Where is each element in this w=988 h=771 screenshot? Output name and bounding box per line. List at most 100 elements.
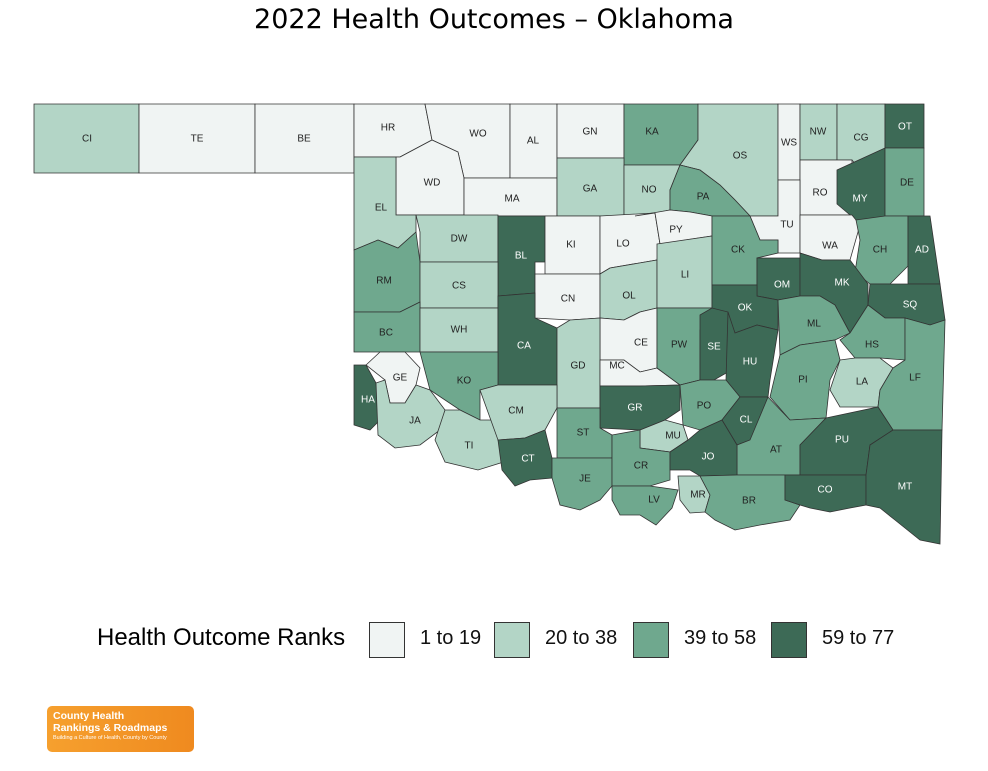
county-label-se: SE — [707, 342, 721, 353]
county-label-wh: WH — [451, 325, 468, 336]
county-label-om: OM — [774, 280, 790, 291]
county-label-ro: RO — [813, 188, 828, 199]
county-label-nw: NW — [810, 127, 827, 138]
county-label-te: TE — [191, 134, 204, 145]
county-label-lf: LF — [909, 373, 921, 384]
county-label-my: MY — [853, 194, 868, 205]
county-label-hr: HR — [381, 123, 395, 134]
county-label-ch: CH — [873, 245, 887, 256]
logo-line-1: County Health — [53, 710, 125, 722]
county-label-st: ST — [577, 428, 590, 439]
county-label-je: JE — [579, 474, 591, 485]
county-label-ce: CE — [634, 338, 648, 349]
county-label-cg: CG — [854, 133, 869, 144]
county-label-mu: MU — [665, 431, 681, 442]
county-label-el: EL — [375, 203, 388, 214]
county-label-ti: TI — [465, 441, 474, 452]
legend-swatch-20-to-38 — [494, 622, 530, 658]
county-label-ml: ML — [807, 319, 821, 330]
county-label-co: CO — [818, 485, 833, 496]
county-label-ko: KO — [457, 376, 472, 387]
county-label-li: LI — [681, 270, 689, 281]
county-health-rankings-logo[interactable]: County Health Rankings & Roadmaps Buildi… — [47, 706, 194, 752]
legend-label-59-to-77: 59 to 77 — [822, 627, 895, 649]
county-label-mc: MC — [609, 361, 625, 372]
county-label-ha: HA — [361, 395, 375, 406]
county-label-hs: HS — [865, 340, 879, 351]
county-wa — [799, 214, 861, 261]
county-ko — [419, 351, 499, 421]
county-label-ci: CI — [82, 134, 92, 145]
county-label-de: DE — [900, 178, 914, 189]
legend-label-1-to-19: 1 to 19 — [420, 627, 482, 649]
logo-line-2: Rankings & Roadmaps — [53, 722, 168, 734]
county-ja — [375, 379, 446, 449]
county-label-ge: GE — [393, 373, 408, 384]
county-label-gr: GR — [628, 403, 643, 414]
county-label-mk: MK — [835, 278, 850, 289]
legend-title: Health Outcome Ranks — [97, 624, 346, 651]
county-label-ma: MA — [505, 194, 520, 205]
county-label-rm: RM — [376, 276, 392, 287]
county-jo — [669, 419, 738, 477]
county-label-jo: JO — [702, 452, 715, 463]
county-label-ki: KI — [566, 240, 575, 251]
county-label-pw: PW — [671, 340, 688, 351]
county-label-wa: WA — [822, 241, 838, 252]
county-label-al: AL — [527, 136, 540, 147]
county-label-bl: BL — [515, 251, 528, 262]
county-label-lv: LV — [648, 495, 660, 506]
county-label-py: PY — [669, 225, 683, 236]
county-label-ol: OL — [622, 291, 636, 302]
oklahoma-county-map: CI TE BE HR WO AL GN KA OS WS NW CG OT WD MA GA NO PA RO MY… — [33, 103, 946, 545]
county-br — [699, 474, 801, 531]
county-lf — [877, 317, 946, 431]
county-label-cl: CL — [740, 415, 753, 426]
county-label-po: PO — [697, 401, 712, 412]
map-title: 2022 Health Outcomes – Oklahoma — [254, 4, 734, 35]
county-gr — [599, 384, 681, 431]
legend-swatch-1-to-19 — [369, 622, 405, 658]
county-label-br: BR — [742, 496, 756, 507]
county-label-ct: CT — [521, 454, 534, 465]
county-label-cn: CN — [561, 294, 575, 305]
county-label-ja: JA — [409, 416, 421, 427]
county-labels-layer: CI TE BE HR WO AL GN KA OS WS NW CG OT WD MA GA NO PA RO MY… — [82, 122, 929, 507]
county-label-ck: CK — [731, 245, 745, 256]
county-label-sq: SQ — [903, 300, 918, 311]
county-label-pu: PU — [835, 435, 849, 446]
county-label-lo: LO — [616, 239, 630, 250]
county-label-ot: OT — [898, 122, 912, 133]
county-label-cr: CR — [634, 461, 648, 472]
county-label-ws: WS — [781, 138, 797, 149]
county-label-gn: GN — [583, 127, 598, 138]
county-label-pi: PI — [798, 375, 807, 386]
county-label-wo: WO — [469, 129, 486, 140]
counties-layer — [33, 103, 946, 545]
county-label-ok: OK — [738, 303, 753, 314]
county-mt — [865, 429, 943, 545]
county-label-hu: HU — [743, 357, 757, 368]
county-label-at: AT — [770, 445, 782, 456]
legend-swatch-39-to-58 — [633, 622, 669, 658]
county-label-no: NO — [642, 185, 657, 196]
county-label-ca: CA — [517, 341, 531, 352]
county-label-mt: MT — [898, 482, 912, 493]
county-label-bc: BC — [379, 328, 393, 339]
legend-label-39-to-58: 39 to 58 — [684, 627, 757, 649]
county-label-mr: MR — [690, 490, 706, 501]
county-label-ga: GA — [583, 184, 598, 195]
county-label-cs: CS — [452, 281, 466, 292]
county-pi — [769, 339, 841, 421]
county-label-os: OS — [733, 151, 748, 162]
county-label-tu: TU — [780, 220, 793, 231]
county-label-cm: CM — [508, 406, 524, 417]
county-label-ad: AD — [915, 245, 929, 256]
legend-label-20-to-38: 20 to 38 — [545, 627, 618, 649]
county-label-be: BE — [297, 134, 311, 145]
county-label-ka: KA — [645, 127, 659, 138]
logo-tagline: Building a Culture of Health, County by … — [53, 735, 167, 741]
county-label-la: LA — [856, 377, 869, 388]
county-label-gd: GD — [571, 361, 586, 372]
county-label-dw: DW — [451, 234, 468, 245]
